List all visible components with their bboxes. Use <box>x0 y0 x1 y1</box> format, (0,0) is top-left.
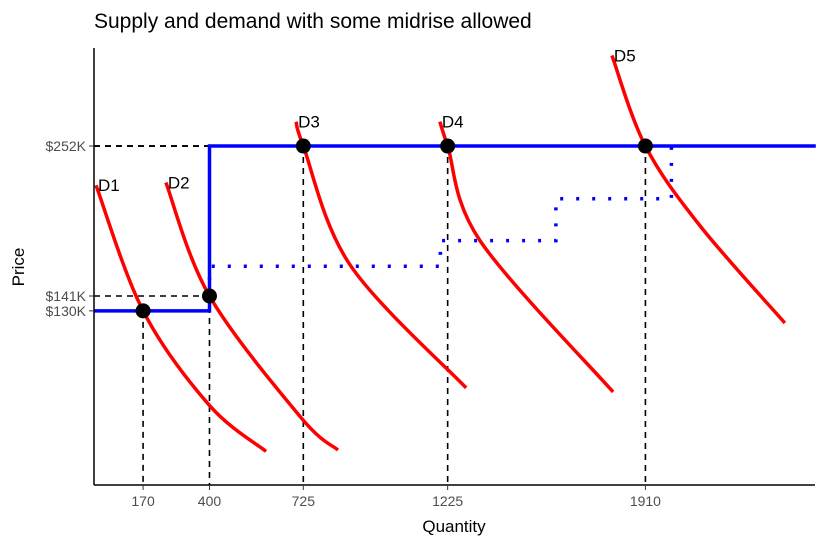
x-tick-label: 1225 <box>432 493 463 509</box>
y-tick-label: $130K <box>46 303 87 319</box>
x-tick-label: 725 <box>292 493 316 509</box>
equilibrium-points <box>135 138 653 319</box>
demand-label-d3: D3 <box>298 113 320 132</box>
guide-lines <box>94 145 647 485</box>
x-tick-label: 1910 <box>630 493 661 509</box>
chart-title: Supply and demand with some midrise allo… <box>94 10 532 33</box>
y-tick-label: $252K <box>46 138 87 154</box>
x-axis-label: Quantity <box>422 517 486 536</box>
x-tick-label: 170 <box>131 493 155 509</box>
y-tick-label: $141K <box>46 288 87 304</box>
demand-curve-d5 <box>610 54 787 325</box>
x-tick-label: 400 <box>198 493 222 509</box>
equilibrium-point <box>201 288 217 304</box>
demand-label-d1: D1 <box>98 176 120 195</box>
equilibrium-point <box>135 303 151 319</box>
demand-curve-d4 <box>438 121 615 394</box>
supply-curves <box>94 144 816 313</box>
demand-curves: D1 D2 D3 D4 D5 <box>94 47 787 453</box>
demand-label-d2: D2 <box>168 174 190 193</box>
y-axis-label: Price <box>9 248 28 287</box>
demand-curve-d3 <box>294 121 468 390</box>
equilibrium-point <box>440 138 456 154</box>
equilibrium-point <box>295 138 311 154</box>
demand-label-d5: D5 <box>614 47 636 66</box>
ticks: 170 400 725 1225 1910 $130K$141K $252K <box>46 138 662 509</box>
demand-curve-d2 <box>164 181 340 452</box>
equilibrium-point <box>637 138 653 154</box>
demand-curve-d1 <box>94 184 268 453</box>
supply-solid-line <box>94 144 816 313</box>
demand-label-d4: D4 <box>442 113 464 132</box>
supply-dotted-line <box>207 146 674 296</box>
